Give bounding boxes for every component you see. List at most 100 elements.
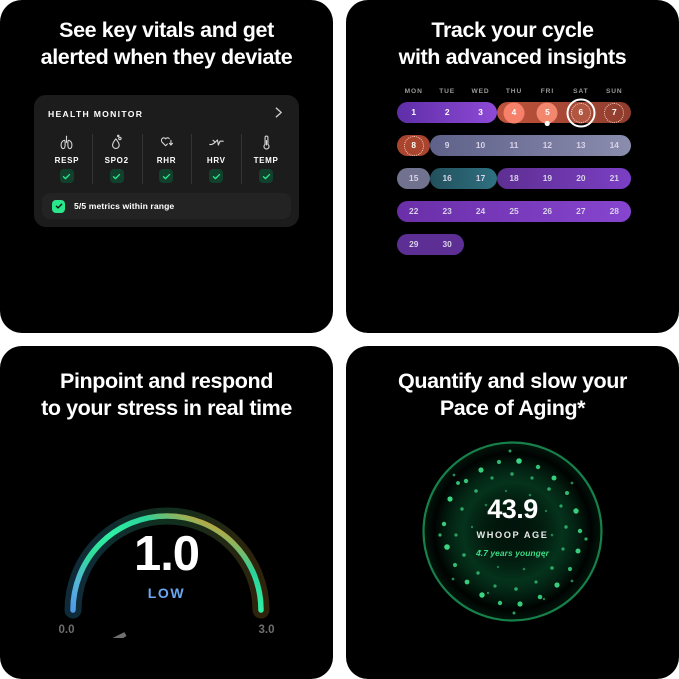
cycle-segment-period-end[interactable]: 8 [397,135,431,156]
calendar-day[interactable]: 28 [609,206,619,217]
gauge-readout: 1.0 LOW [47,527,287,602]
panel-cycle: Track your cycle with advanced insights … [346,0,679,333]
calendar-day[interactable]: 16 [442,173,452,184]
gauge-value: 1.0 [133,527,200,581]
calendar-day[interactable]: 10 [475,140,486,151]
gauge-min-label: 0.0 [58,624,75,636]
page-title: Pinpoint and respond to your stress in r… [41,369,292,420]
thermometer-icon [257,133,276,152]
predicted-day-marker [403,135,424,156]
weekday-tue: TUE [439,88,456,95]
gauge-arc [64,507,269,638]
metric-hrv[interactable]: HRV [191,131,241,191]
calendar-day[interactable]: 17 [475,173,486,184]
whoop-age-label: WHOOP AGE [476,530,549,540]
health-monitor-card[interactable]: HEALTH MONITOR [34,95,299,227]
gauge-max-label: 3.0 [258,624,275,636]
weekday-fri: FRI [540,88,555,95]
calendar-day[interactable]: 22 [409,206,419,217]
weekday-wed: WED [471,88,490,95]
cycle-segment-luteal[interactable]: 18 19 20 21 [497,168,631,189]
calendar-day[interactable]: 19 [542,173,553,184]
cycle-segment-luteal[interactable]: 22 23 24 25 26 27 28 [397,201,631,222]
calendar-row: 8 9 10 11 12 13 14 [397,135,631,156]
blood-drop-icon [107,133,126,152]
chevron-right-icon[interactable] [272,106,285,121]
calendar-day[interactable]: 29 [409,239,419,250]
calendar-day[interactable]: 9 [444,140,450,151]
metric-label: RHR [156,156,177,165]
weekday-mon: MON [404,88,423,95]
calendar-day[interactable]: 8 [397,135,430,156]
calendar-row: 22 23 24 25 26 27 28 [397,201,631,222]
weekday-sat: SAT [573,88,589,95]
check-icon [52,199,65,213]
metric-label: TEMP [253,156,279,165]
calendar-day[interactable]: 5 [531,102,564,126]
metrics-summary-text: 5/5 metrics within range [74,201,175,211]
calendar-day[interactable]: 15 [409,173,419,184]
gauge-scale: 0.0 3.0 [47,624,287,636]
cycle-segment-fertile[interactable]: 16 17 [430,168,498,189]
calendar-day[interactable]: 27 [576,206,586,217]
calendar-day[interactable]: 24 [475,206,486,217]
whoop-age-sphere-wrap: 43.9 WHOOP AGE 4.7 years younger [346,439,679,624]
calendar-day[interactable]: 26 [542,206,553,217]
weekday-sun: SUN [605,88,623,95]
calendar-day[interactable]: 7 [598,102,631,123]
cycle-segment-luteal[interactable]: 1 2 3 [397,102,498,123]
cycle-segment-follicular[interactable]: 15 [397,168,431,189]
cycle-calendar[interactable]: MON TUE WED THU FRI SAT SUN 1 2 3 4 [397,88,631,267]
metric-resp[interactable]: RESP [42,131,92,191]
calendar-day[interactable]: 14 [609,140,619,151]
calendar-day[interactable]: 2 [444,107,450,118]
event-dot-indicator [545,121,550,126]
metric-spo2[interactable]: SPO2 [91,131,142,191]
whoop-age-sphere[interactable]: 43.9 WHOOP AGE 4.7 years younger [420,439,605,624]
selected-day-ring [566,98,596,127]
metric-temp[interactable]: TEMP [241,131,291,191]
whoop-age-delta: 4.7 years younger [476,548,549,558]
cycle-segment-follicular[interactable]: 9 10 11 12 13 14 [430,135,631,156]
metric-rhr[interactable]: RHR [141,131,192,191]
health-monitor-title: HEALTH MONITOR [48,108,144,119]
page-title: Quantify and slow your Pace of Aging* [398,369,627,420]
calendar-day[interactable]: 25 [509,206,519,217]
calendar-day[interactable]: 13 [576,140,586,151]
calendar-day[interactable]: 12 [542,140,553,151]
cycle-segment-period[interactable]: 4 5 6 7 [497,98,631,127]
calendar-day[interactable]: 18 [509,173,519,184]
calendar-day[interactable]: 11 [509,140,519,151]
panel-stress: Pinpoint and respond to your stress in r… [0,346,333,679]
metric-label: RESP [54,156,80,165]
cycle-segment-luteal[interactable]: 29 30 [397,234,464,255]
lungs-icon [57,133,76,152]
calendar-day-selected[interactable]: 6 [564,98,597,127]
calendar-row: 15 16 17 18 19 20 21 [397,168,631,189]
check-icon [59,169,74,183]
health-monitor-header[interactable]: HEALTH MONITOR [34,105,299,131]
weekday-thu: THU [505,88,523,95]
calendar-day[interactable]: 20 [576,173,586,184]
calendar-day[interactable]: 21 [609,173,619,184]
metric-label: HRV [206,156,226,165]
calendar-day[interactable]: 4 [497,102,530,123]
heart-rate-down-icon [157,133,176,152]
health-monitor-metrics: RESP SP [34,131,299,193]
stress-gauge[interactable]: 1.0 LOW 0.0 3.0 [47,438,287,638]
page-title: See key vitals and get alerted when they… [40,18,293,69]
calendar-day[interactable]: 23 [442,206,452,217]
period-day-marker [536,102,558,123]
metric-label: SPO2 [104,156,129,165]
gauge-needle [92,632,127,638]
check-icon [109,169,124,183]
whoop-age-value: 43.9 [487,494,538,524]
calendar-weekday-header: MON TUE WED THU FRI SAT SUN [397,88,631,95]
period-day-marker [503,102,525,123]
calendar-day[interactable]: 1 [411,107,417,118]
calendar-day[interactable]: 30 [442,239,452,250]
page-title: Track your cycle with advanced insights [398,18,627,69]
calendar-day[interactable]: 3 [478,107,483,118]
hrv-wave-icon [207,133,226,152]
